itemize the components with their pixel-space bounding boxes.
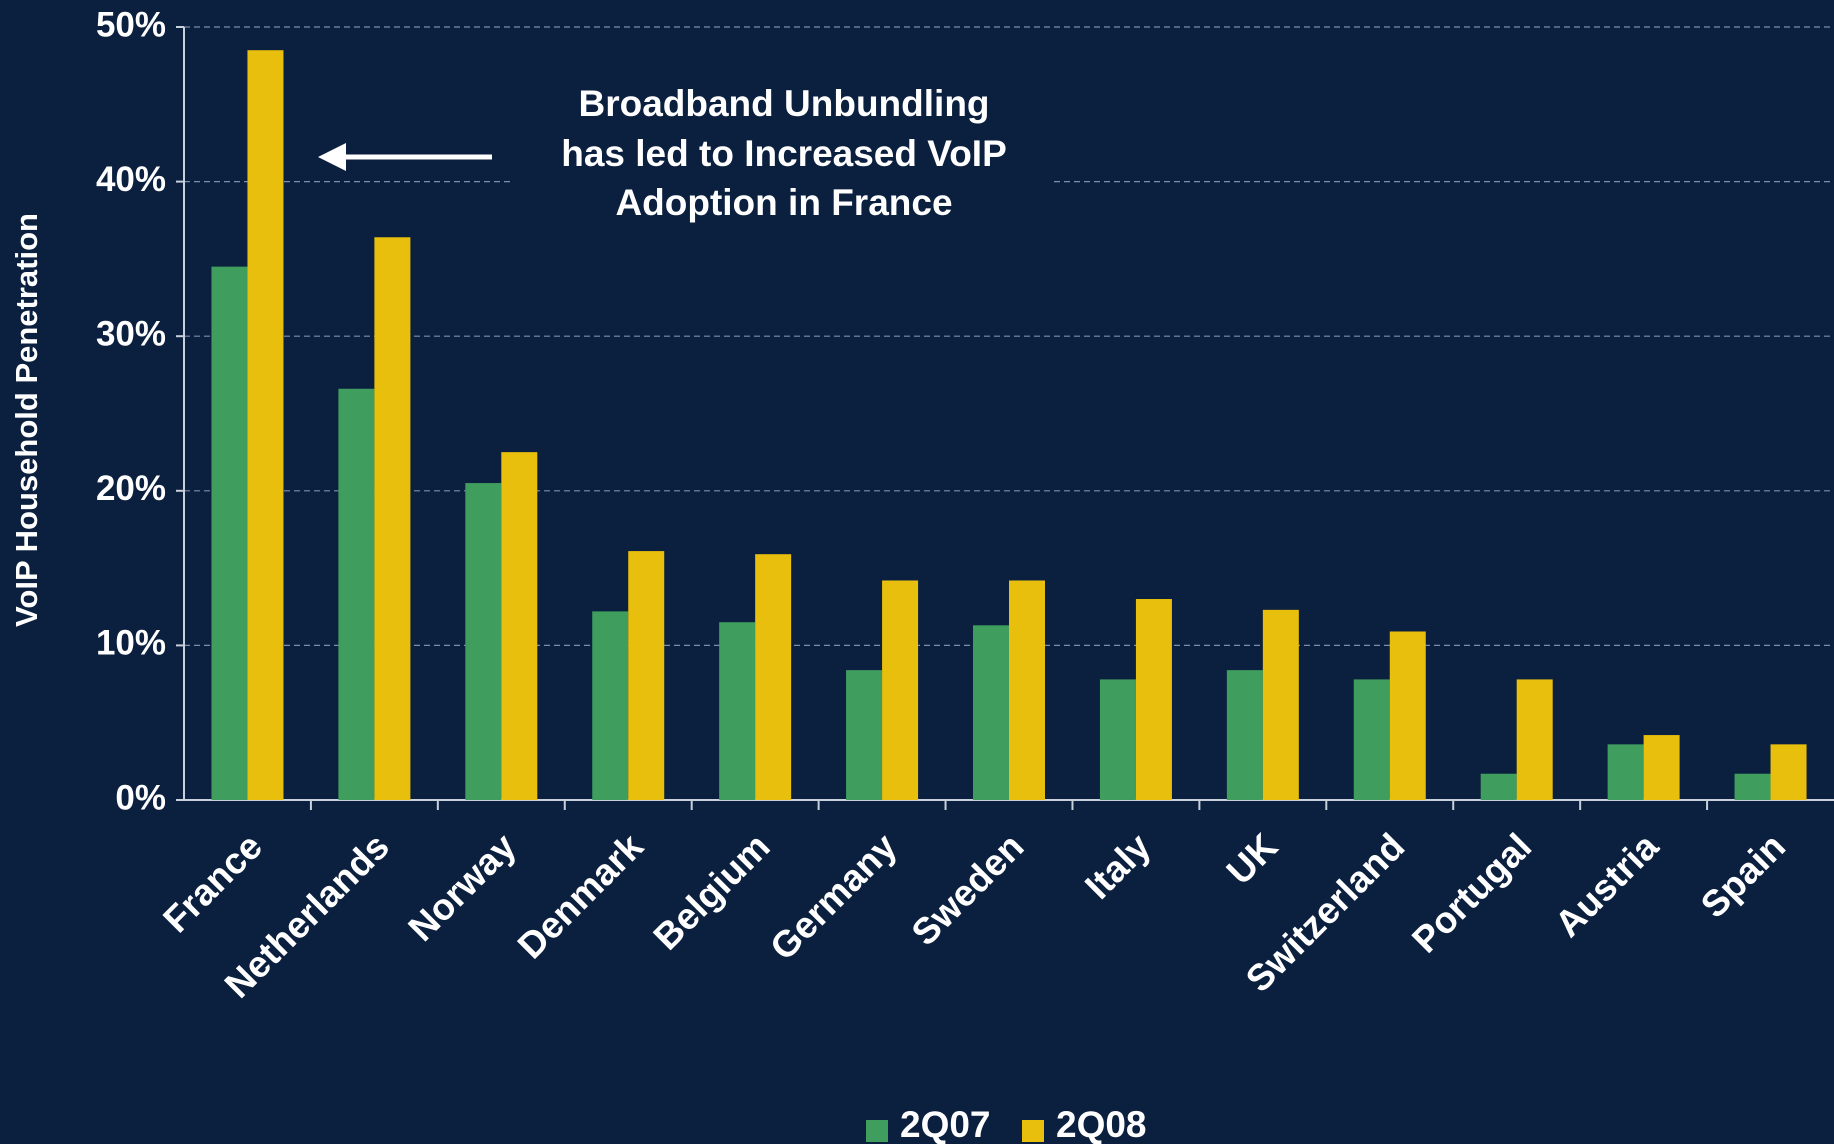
y-tick-label: 30% [96, 314, 166, 353]
bar [1607, 744, 1644, 800]
bar [247, 50, 284, 800]
y-tick-label: 20% [96, 469, 166, 508]
annotation-line: Adoption in France [615, 182, 952, 223]
bar [1353, 679, 1390, 800]
bar [1770, 744, 1807, 800]
legend-swatch [1022, 1120, 1044, 1142]
bar [755, 554, 792, 800]
bar [1516, 679, 1553, 800]
y-tick-label: 40% [96, 160, 166, 199]
bar [1643, 735, 1680, 800]
bar [1009, 580, 1045, 800]
annotation-line: has led to Increased VoIP [561, 133, 1007, 174]
y-tick-label: 10% [96, 624, 166, 663]
bar [374, 237, 411, 801]
bar [338, 388, 375, 800]
legend-label: 2Q07 [900, 1104, 991, 1144]
annotation-arrowhead [318, 143, 346, 171]
annotation-line: Broadband Unbundling [578, 83, 989, 124]
bar [1099, 679, 1136, 800]
bar [719, 622, 756, 800]
bar [628, 551, 665, 800]
annotation-backdrop [510, 80, 1050, 240]
bar [1389, 631, 1426, 800]
y-axis-title: VoIP Household Penetration [9, 213, 44, 627]
bar [846, 670, 883, 800]
y-tick-label: 0% [115, 778, 166, 817]
bar [1480, 773, 1517, 800]
bar [1135, 599, 1172, 800]
bar [211, 266, 248, 800]
y-tick-label: 50% [96, 5, 166, 44]
bar [1734, 773, 1771, 800]
bar [592, 611, 629, 800]
bar [882, 580, 919, 800]
bar [973, 625, 1009, 800]
legend-swatch [866, 1120, 888, 1142]
legend-label: 2Q08 [1056, 1104, 1147, 1144]
bar [1226, 670, 1263, 800]
bar [1262, 609, 1299, 800]
bar [465, 483, 502, 800]
bar [501, 452, 538, 800]
